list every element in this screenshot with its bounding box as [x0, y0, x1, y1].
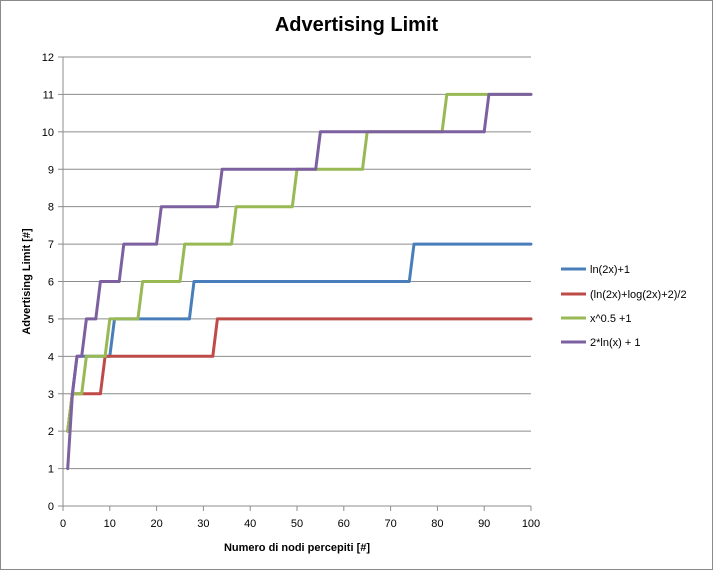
y-tick-label: 10	[42, 127, 54, 139]
x-tick-label: 10	[104, 518, 116, 530]
x-axis-title: Numero di nodi percepiti [#]	[224, 542, 370, 554]
x-tick-label: 90	[478, 518, 490, 530]
legend-label-2: (ln(2x)+log(2x)+2)/2	[590, 289, 687, 301]
series-lines	[66, 92, 533, 471]
legend: ln(2x)+1 (ln(2x)+log(2x)+2)/2 x^0.5 +1 2*ln…	[561, 264, 687, 349]
y-tick-label: 0	[48, 501, 54, 513]
x-tick-label: 0	[60, 518, 66, 530]
y-axis-title: Advertising Limit [#]	[21, 228, 33, 335]
legend-label-1: ln(2x)+1	[590, 264, 630, 276]
x-tick-label: 40	[244, 518, 256, 530]
chart-title: Advertising Limit	[274, 14, 439, 36]
y-tick-label: 6	[48, 277, 54, 289]
series-line-1	[66, 242, 533, 433]
y-tick-label: 2	[48, 426, 54, 438]
x-tick-label: 60	[338, 518, 350, 530]
y-tick-label: 9	[48, 164, 54, 176]
x-tick-label: 70	[384, 518, 396, 530]
legend-label-3: x^0.5 +1	[590, 313, 632, 325]
x-tick-label: 30	[197, 518, 209, 530]
x-tick-label: 50	[291, 518, 303, 530]
legend-label-4: 2*ln(x) + 1	[590, 337, 640, 349]
y-tick-label: 11	[43, 89, 54, 101]
y-tick-label: 12	[42, 52, 54, 64]
x-tick-labels: 0 10 20 30 40 50 60 70 80 90 100	[60, 506, 540, 530]
y-tick-label: 3	[48, 389, 54, 401]
y-tick-label: 8	[48, 202, 54, 214]
y-tick-label: 5	[48, 314, 54, 326]
x-tick-label: 20	[150, 518, 162, 530]
y-tick-label: 7	[48, 239, 54, 251]
x-tick-label: 80	[431, 518, 443, 530]
y-tick-label: 4	[48, 351, 54, 363]
series-line-3	[66, 92, 533, 433]
series-line-4	[66, 92, 533, 471]
series-line-2	[66, 317, 533, 433]
gridlines	[63, 56, 531, 470]
x-tick-label: 100	[522, 518, 540, 530]
y-tick-label: 1	[48, 464, 54, 476]
